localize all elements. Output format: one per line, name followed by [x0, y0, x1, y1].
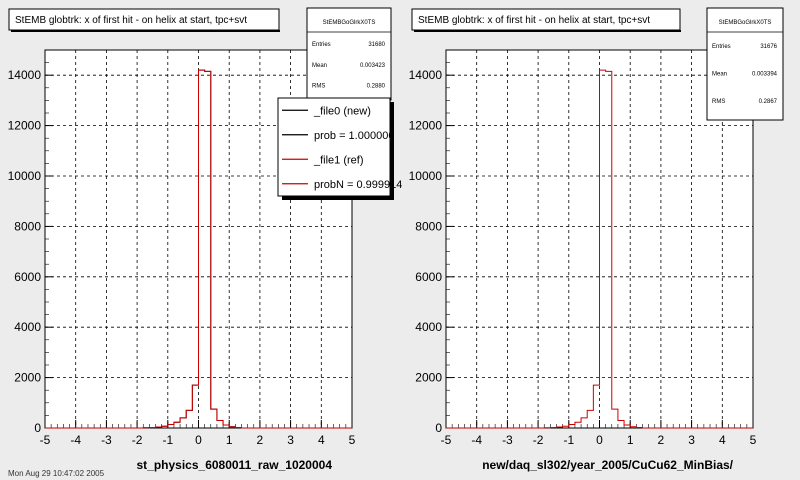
x-tick-label: 2: [257, 433, 264, 447]
x-tick-label: -2: [533, 433, 544, 447]
histogram-bin: [168, 424, 174, 428]
x-tick-label: 5: [349, 433, 356, 447]
x-axis-title: st_physics_6080011_raw_1020004: [136, 458, 332, 472]
x-tick-label: 3: [287, 433, 294, 447]
histogram-bin: [235, 427, 241, 428]
stats-box-name: StEMBGoGlrkX0TS: [323, 20, 376, 26]
stats-row-label: RMS: [312, 84, 325, 90]
x-tick-label: 2: [658, 433, 665, 447]
histogram-bin: [563, 426, 569, 428]
x-tick-label: -1: [563, 433, 574, 447]
histogram-bin: [550, 427, 556, 428]
stats-row-value: 0.003423: [360, 63, 386, 69]
y-tick-label: 10000: [409, 169, 443, 183]
histogram-bin: [587, 410, 593, 428]
y-tick-label: 6000: [415, 270, 442, 284]
y-tick-label: 8000: [14, 219, 41, 233]
x-tick-label: 4: [719, 433, 726, 447]
stats-box-name: StEMBGoGlrkX0TS: [719, 20, 772, 26]
histogram-bin: [174, 422, 180, 428]
x-tick-label: -4: [471, 433, 482, 447]
footer-timestamp: Mon Aug 29 10:47:02 2005: [8, 469, 105, 478]
legend-entry-label: _file0 (new): [313, 105, 371, 117]
x-tick-label: 1: [226, 433, 233, 447]
histogram-bin: [575, 422, 581, 428]
stats-row-value: 31680: [368, 42, 385, 48]
x-tick-label: 0: [596, 433, 603, 447]
histogram-bin: [569, 424, 575, 428]
histogram-bin: [612, 409, 618, 428]
histogram-bin: [557, 427, 563, 428]
y-tick-label: 8000: [415, 219, 442, 233]
stats-row-value: 0.2867: [759, 99, 778, 105]
plot-title: StEMB globtrk: x of first hit - on helix…: [418, 15, 650, 26]
histogram-bin: [618, 420, 624, 428]
plot-title: StEMB globtrk: x of first hit - on helix…: [15, 15, 247, 26]
x-tick-label: -3: [502, 433, 513, 447]
x-tick-label: 0: [195, 433, 202, 447]
stats-row-value: 0.2880: [367, 84, 386, 90]
x-tick-label: 3: [688, 433, 695, 447]
y-tick-label: 14000: [409, 68, 443, 82]
y-tick-label: 0: [34, 421, 41, 435]
histogram-bin: [211, 409, 217, 428]
x-tick-label: 5: [750, 433, 757, 447]
legend-entry-label: probN = 0.999914: [314, 179, 402, 191]
y-tick-label: 4000: [415, 320, 442, 334]
y-tick-label: 2000: [415, 371, 442, 385]
histogram-bin: [624, 425, 630, 428]
histogram-bin: [156, 427, 162, 428]
histogram-bin: [180, 418, 186, 428]
histogram-series-line: [45, 69, 352, 429]
y-tick-label: 14000: [8, 68, 42, 82]
histogram-bin: [186, 410, 192, 428]
histogram-bin: [217, 420, 223, 428]
x-tick-label: -5: [40, 433, 51, 447]
x-tick-label: 4: [318, 433, 325, 447]
y-tick-label: 12000: [8, 119, 42, 133]
x-tick-label: -3: [101, 433, 112, 447]
stats-row-label: RMS: [712, 99, 725, 105]
x-tick-label: -2: [132, 433, 143, 447]
histogram-bin: [192, 385, 198, 428]
y-tick-label: 12000: [409, 119, 443, 133]
x-tick-label: -4: [70, 433, 81, 447]
histogram-bin: [630, 427, 636, 428]
legend-entry-label: _file1 (ref): [313, 154, 364, 166]
histogram-bin: [223, 425, 229, 428]
stats-row-label: Entries: [312, 42, 331, 48]
stats-row-value: 31676: [760, 44, 777, 50]
legend-box: [277, 97, 391, 197]
x-tick-label: 1: [627, 433, 634, 447]
left-histogram-panel: -5 -4 -3 -2 -1 0 1 2 3 4 5 0 2000 4000 6000 8000 10000 12…: [8, 7, 402, 472]
histogram-bin: [606, 71, 612, 428]
right-histogram-panel: -5 -4 -3 -2 -1 0 1 2 3 4 5 0 2000 4000 6000 8000 10000 12…: [409, 7, 784, 472]
x-axis-title: new/daq_sl302/year_2005/CuCu62_MinBias/: [482, 458, 733, 472]
histogram-bin: [636, 427, 642, 428]
histogram-bin: [229, 427, 235, 428]
y-tick-label: 4000: [14, 320, 41, 334]
y-tick-label: 10000: [8, 169, 42, 183]
stats-row-label: Mean: [312, 63, 327, 69]
histogram-bin: [593, 385, 599, 428]
x-tick-label: -1: [162, 433, 173, 447]
legend-entry-label: prob = 1.000000: [314, 130, 394, 142]
histogram-bin: [149, 427, 155, 428]
histogram-bin: [162, 426, 168, 428]
histogram-bin: [205, 71, 211, 428]
stats-row-value: 0.003394: [752, 72, 778, 78]
histogram-series-line: [446, 69, 753, 429]
y-tick-label: 6000: [14, 270, 41, 284]
histogram-bin: [199, 70, 205, 428]
y-tick-label: 2000: [14, 371, 41, 385]
stats-row-label: Entries: [712, 44, 731, 50]
x-tick-label: -5: [441, 433, 452, 447]
histogram-bin: [581, 418, 587, 428]
stats-row-label: Mean: [712, 72, 727, 78]
stats-box: [306, 7, 392, 101]
histogram-bin: [600, 70, 606, 428]
stats-box: [706, 7, 784, 121]
y-tick-label: 0: [435, 421, 442, 435]
